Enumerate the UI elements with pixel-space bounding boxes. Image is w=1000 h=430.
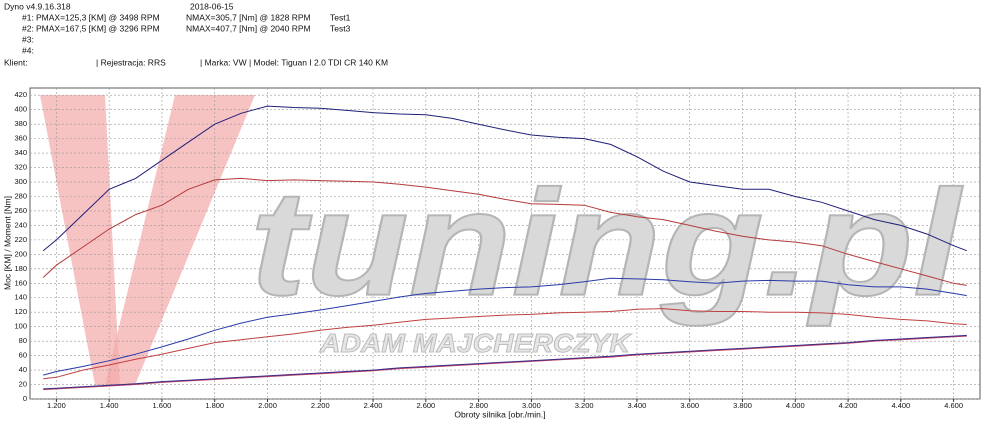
y-tick-label: 340 [14,148,27,157]
x-tick-label: 4.200 [839,401,858,410]
registration: | Rejestracja: RRS [96,57,166,67]
run-id: #2: [22,23,34,33]
y-tick-label: 20 [19,380,27,389]
x-tick-label: 3.800 [733,401,752,410]
run-nmax: NMAX=305,7 [Nm] @ 1828 RPM [186,12,311,22]
x-tick-label: 2.600 [416,401,435,410]
y-tick-label: 200 [14,249,27,258]
x-tick-label: 2.200 [311,401,330,410]
x-tick-label: 3.200 [575,401,594,410]
x-tick-label: 1.200 [47,401,66,410]
run-id: #1: [22,12,34,22]
series-lines [42,105,967,391]
x-tick-label: 1.800 [205,401,224,410]
x-tick-label: 2.400 [364,401,383,410]
run-name: Test1 [330,12,351,22]
y-tick-label: 80 [19,336,27,345]
watermark-author: ADAM MAJCHERCZYK [319,328,633,358]
y-tick-label: 420 [14,90,27,99]
y-tick-label: 260 [14,206,27,215]
y-tick-label: 60 [19,351,27,360]
y-tick-label: 220 [14,235,27,244]
run-pmax: PMAX=167,5 [KM] @ 3296 RPM [36,23,160,33]
y-tick-label: 380 [14,119,27,128]
x-axis-label: Obroty silnika [obr./min.] [454,409,545,419]
x-tick-label: 4.000 [786,401,805,410]
run-id: #4: [22,45,34,55]
y-tick-label: 300 [14,177,27,186]
series-line [43,277,967,376]
x-tick-label: 3.400 [628,401,647,410]
y-tick-label: 180 [14,264,27,273]
x-tick-label: 3.000 [522,401,541,410]
x-tick-label: 3.600 [680,401,699,410]
app-version: Dyno v4.9.16.318 [4,1,71,11]
x-tick-label: 4.400 [891,401,910,410]
y-axis-label: Moc [KM] / Moment [Nm] [2,196,12,290]
y-tick-label: 280 [14,191,27,200]
x-tick-label: 4.600 [944,401,963,410]
run-pmax: PMAX=125,3 [KM] @ 3498 RPM [36,12,160,22]
y-tick-label: 360 [14,134,27,143]
y-tick-label: 140 [14,293,27,302]
x-tick-label: 2.000 [258,401,277,410]
y-tick-label: 40 [19,365,27,374]
client: Klient: [4,57,28,67]
y-tick-label: 100 [14,322,27,331]
x-tick-label: 1.600 [153,401,172,410]
y-tick-label: 400 [14,105,27,114]
run-name: Test3 [330,23,351,33]
series-line [43,308,967,380]
y-tick-label: 0 [23,394,27,403]
series-line [43,335,967,391]
series-line [43,334,967,390]
y-tick-label: 120 [14,307,27,316]
watermark-brand: tuning.pl [250,159,964,327]
series-line [42,105,967,252]
y-tick-label: 240 [14,220,27,229]
y-tick-label: 320 [14,163,27,172]
y-tick-label: 160 [14,278,27,287]
run-nmax: NMAX=407,7 [Nm] @ 2040 RPM [186,23,311,33]
run-id: #3: [22,34,34,44]
x-tick-label: 1.400 [100,401,119,410]
series-line [42,177,967,286]
test-date: 2018-06-15 [190,1,234,11]
vehicle: | Marka: VW | Model: Tiguan I 2.0 TDI CR… [200,57,388,67]
x-tick-label: 2.800 [469,401,488,410]
